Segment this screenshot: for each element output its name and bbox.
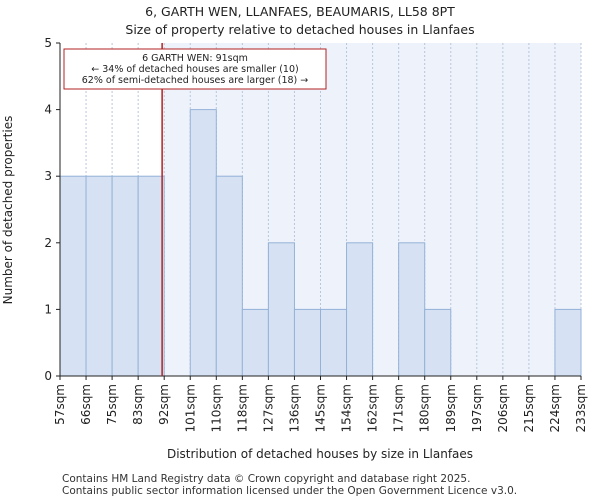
x-tick-label: 215sqm xyxy=(522,384,536,432)
x-axis-label: Distribution of detached houses by size … xyxy=(167,447,473,461)
x-tick-label: 154sqm xyxy=(340,384,354,432)
x-tick-label: 224sqm xyxy=(548,384,562,432)
x-tick-label: 206sqm xyxy=(496,384,510,432)
x-tick-label: 83sqm xyxy=(131,384,145,425)
footer-copyright: Contains HM Land Registry data © Crown c… xyxy=(62,473,471,485)
bar-83sqm xyxy=(137,175,165,377)
bar-101sqm xyxy=(189,109,217,377)
x-tick-label: 75sqm xyxy=(105,384,119,425)
x-tick-label: 66sqm xyxy=(79,384,93,425)
x-tick-label: 136sqm xyxy=(287,384,301,432)
x-tick-label: 189sqm xyxy=(444,384,458,432)
bar-224sqm xyxy=(554,308,582,377)
bar-171sqm xyxy=(398,242,426,377)
x-tick-label: 145sqm xyxy=(314,384,328,432)
annotation-larger: 62% of semi-detached houses are larger (… xyxy=(82,75,309,86)
x-tick-label: 110sqm xyxy=(209,384,223,432)
y-tick-label: 3 xyxy=(44,169,52,183)
annotation-smaller: ← 34% of detached houses are smaller (10… xyxy=(91,64,298,75)
bar-118sqm xyxy=(241,308,269,377)
footer-licence: Contains public sector information licen… xyxy=(62,485,518,497)
bar-136sqm xyxy=(293,308,322,377)
bar-180sqm xyxy=(424,308,452,377)
bar-127sqm xyxy=(267,242,295,377)
x-tick-label: 57sqm xyxy=(53,384,67,425)
y-axis-label: Number of detached properties xyxy=(1,116,15,305)
x-tick-label: 101sqm xyxy=(183,384,197,432)
histogram-bars xyxy=(59,109,582,377)
y-tick-label: 1 xyxy=(44,302,52,316)
annotation-box xyxy=(63,48,327,90)
y-tick-label: 4 xyxy=(44,103,52,117)
annotation-title: 6 GARTH WEN: 91sqm xyxy=(142,53,248,64)
bar-57sqm xyxy=(59,175,87,377)
x-tick-label: 197sqm xyxy=(470,384,484,432)
x-tick-label: 171sqm xyxy=(392,384,406,432)
y-tick-label: 2 xyxy=(44,236,52,250)
chart-title-address: 6, GARTH WEN, LLANFAES, BEAUMARIS, LL58 … xyxy=(145,4,455,19)
x-tick-label: 92sqm xyxy=(157,384,171,425)
chart-title: Size of property relative to detached ho… xyxy=(125,22,475,37)
bar-154sqm xyxy=(346,242,374,377)
annotation: 6 GARTH WEN: 91sqm← 34% of detached hous… xyxy=(63,48,327,90)
y-tick-label: 0 xyxy=(44,369,52,383)
bar-66sqm xyxy=(85,175,113,377)
x-tick-label: 180sqm xyxy=(418,384,432,432)
bar-110sqm xyxy=(215,175,243,377)
x-tick-label: 233sqm xyxy=(574,384,588,432)
x-tick-label: 118sqm xyxy=(235,384,249,432)
bar-75sqm xyxy=(111,175,139,377)
x-tick-label: 127sqm xyxy=(261,384,275,432)
y-tick-label: 5 xyxy=(44,36,52,50)
axes: 0 1 2 3 4 5 57sqm 66sqm 75sqm 83sqm 92sqm 101sqm 110… xyxy=(44,36,588,432)
x-tick-label: 162sqm xyxy=(366,384,380,432)
bar-145sqm xyxy=(320,308,348,377)
